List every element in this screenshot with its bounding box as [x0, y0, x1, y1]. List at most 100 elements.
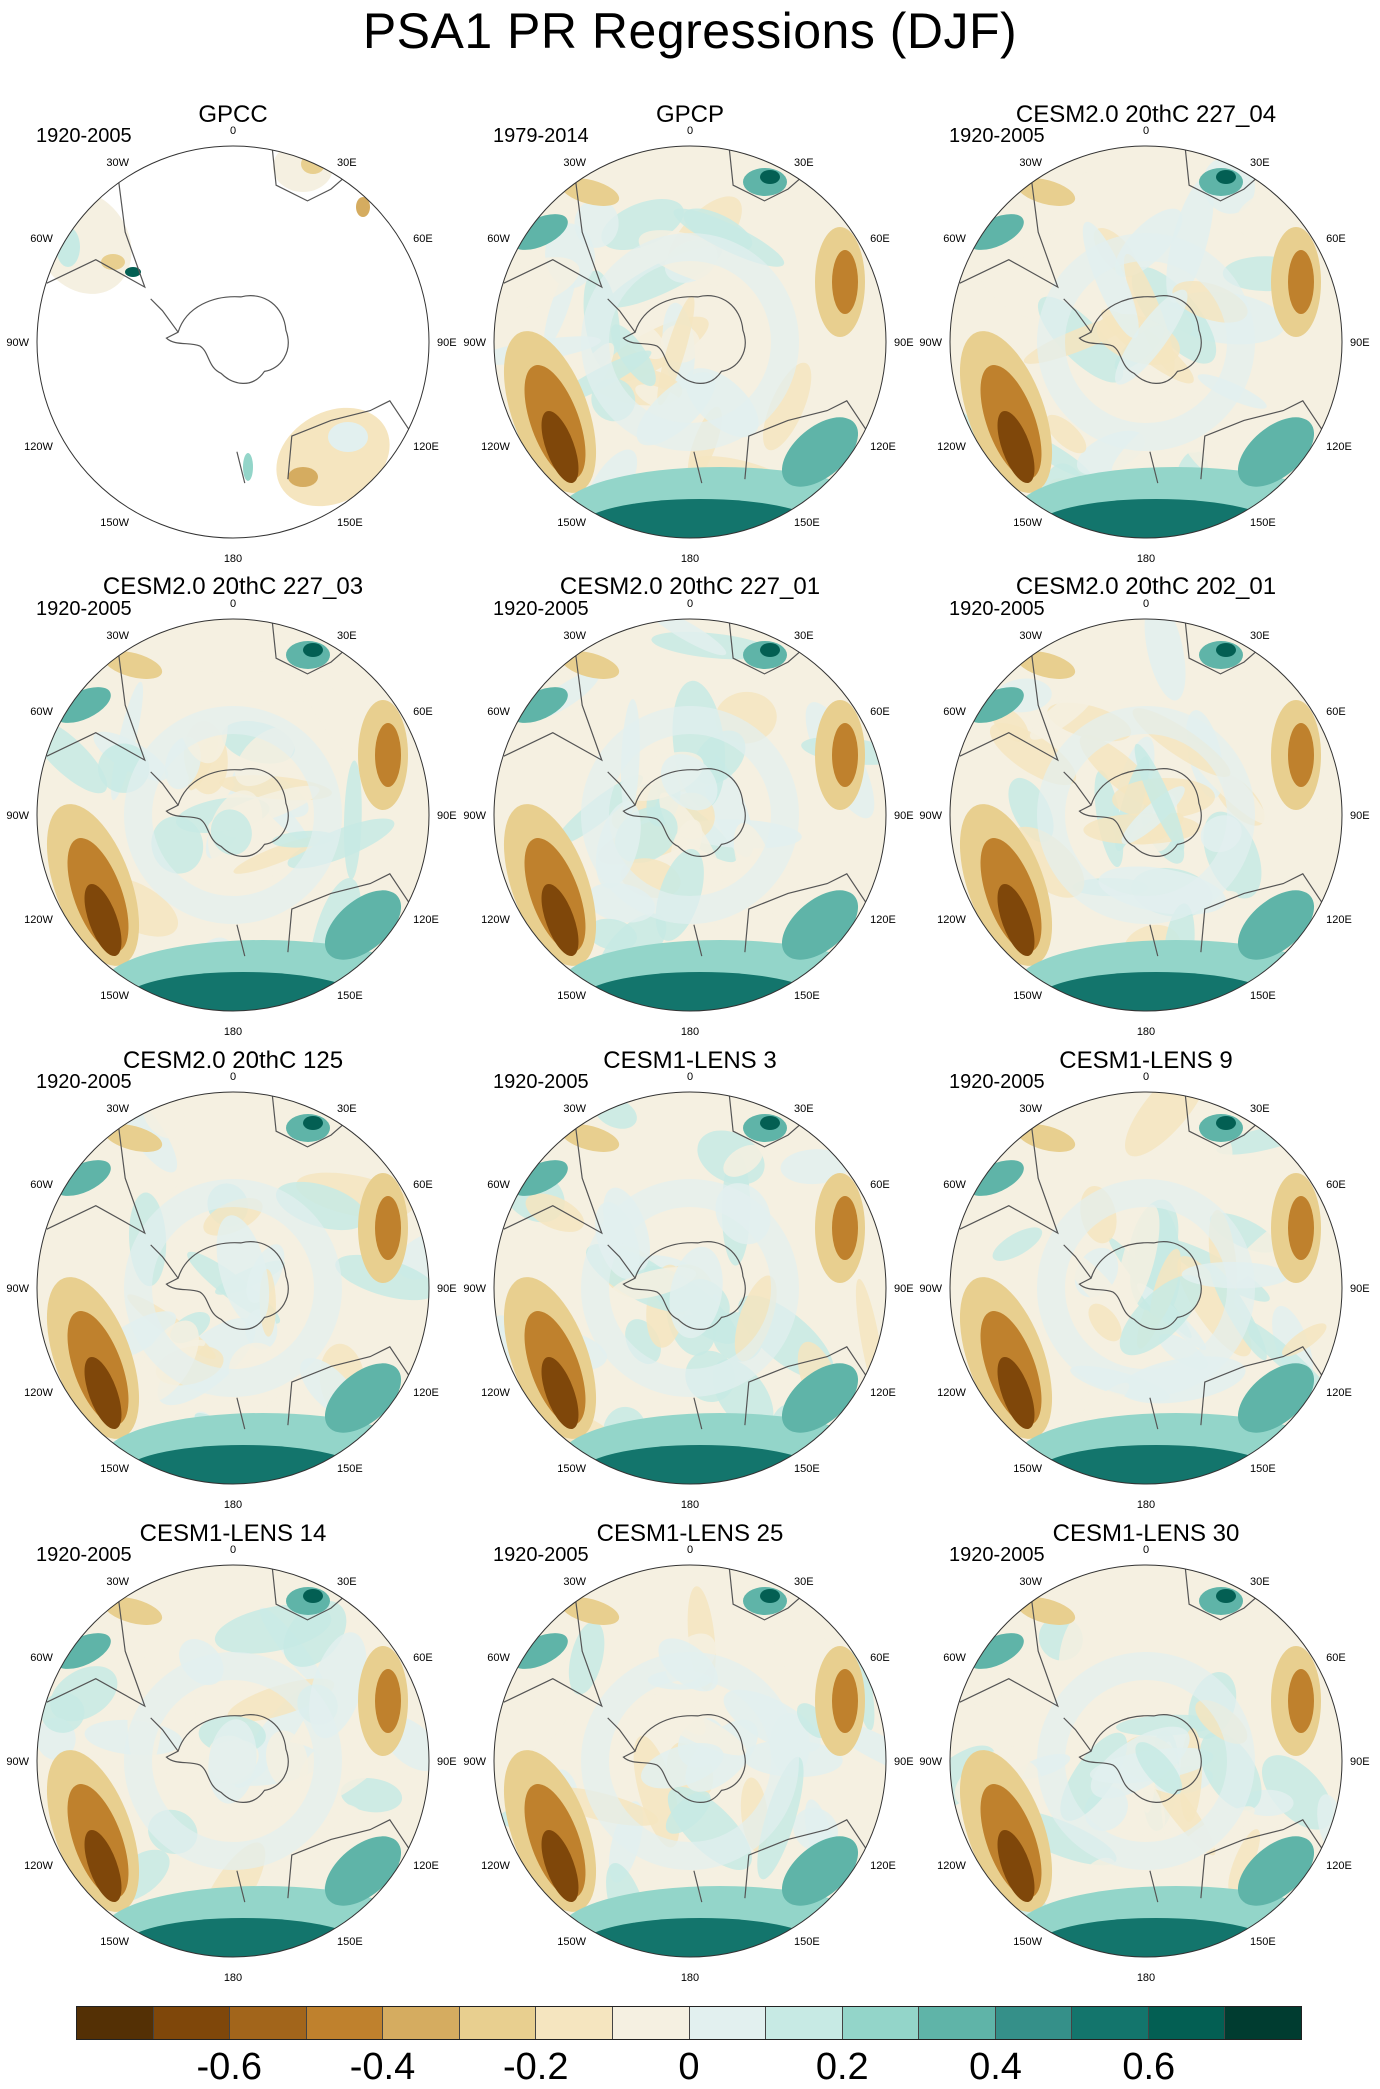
map-boundary: [493, 145, 887, 539]
longitude-label: 60W: [943, 1652, 966, 1664]
longitude-label: 150W: [1013, 1936, 1042, 1948]
longitude-label: 60W: [487, 706, 510, 718]
longitude-label: 60W: [943, 706, 966, 718]
longitude-label: 0: [1143, 598, 1149, 610]
map-boundary: [949, 145, 1343, 539]
australia-outline: [1200, 400, 1323, 480]
longitude-label: 30W: [106, 1576, 129, 1588]
longitude-label: 150E: [337, 1463, 363, 1475]
longitude-label: 120W: [937, 1387, 966, 1399]
period-label: 1920-2005: [949, 1071, 1045, 1093]
colorbar-box: [1148, 2007, 1226, 2039]
longitude-label: 90W: [919, 1283, 942, 1295]
south-america-outline: [959, 155, 1059, 289]
longitude-label: 60E: [870, 706, 890, 718]
longitude-label: 120E: [1326, 1860, 1352, 1872]
australia-outline: [744, 873, 867, 953]
longitude-label: 30E: [1250, 1576, 1270, 1588]
south-america-outline: [959, 628, 1059, 762]
longitude-label: 120W: [481, 914, 510, 926]
antarctica-outline: [622, 1241, 746, 1330]
longitude-label: 30E: [794, 1103, 814, 1115]
longitude-label: 60W: [943, 233, 966, 245]
longitude-label: 150W: [100, 517, 129, 529]
longitude-label: 120E: [413, 441, 439, 453]
longitude-label: 150W: [100, 1936, 129, 1948]
precip-field: [37, 1565, 429, 1957]
africa-outline: [1184, 147, 1261, 202]
longitude-label: 60W: [487, 233, 510, 245]
longitude-label: 120E: [413, 1387, 439, 1399]
period-label: 1979-2014: [493, 125, 589, 147]
colorbar-tick-label: -0.4: [349, 2046, 416, 2088]
longitude-label: 0: [687, 1071, 693, 1083]
south-america-outline: [503, 628, 603, 762]
colorbar-box: [689, 2007, 767, 2039]
longitude-label: 150E: [794, 990, 820, 1002]
longitude-label: 0: [687, 125, 693, 137]
longitude-label: 90E: [1350, 1756, 1370, 1768]
antarctica-outline: [165, 295, 289, 384]
longitude-label: 30E: [1250, 1103, 1270, 1115]
longitude-label: 90E: [437, 1756, 457, 1768]
longitude-label: 120E: [413, 914, 439, 926]
panel-title: CESM1-LENS 9: [1059, 1047, 1232, 1074]
longitude-label: 30W: [563, 1103, 586, 1115]
longitude-label: 60W: [30, 706, 53, 718]
longitude-label: 60E: [1326, 706, 1346, 718]
map-boundary: [36, 1091, 430, 1485]
longitude-label: 150E: [1250, 990, 1276, 1002]
south-america-outline: [46, 1574, 146, 1708]
africa-outline: [271, 1093, 348, 1148]
longitude-label: 180: [224, 553, 242, 565]
australia-outline: [1200, 873, 1323, 953]
australia-outline: [744, 1819, 867, 1899]
map-panel: CESM1-LENS 25 1920-2005 0 30E 60E 90E 120E 150E…: [463, 1520, 914, 1984]
colorbar-tick-label: 0.4: [969, 2046, 1022, 2088]
longitude-label: 120W: [937, 914, 966, 926]
longitude-label: 150W: [557, 990, 586, 1002]
longitude-label: 180: [681, 553, 699, 565]
period-label: 1920-2005: [36, 1544, 132, 1566]
longitude-label: 90E: [437, 337, 457, 349]
longitude-label: 60W: [943, 1179, 966, 1191]
longitude-label: 120E: [870, 914, 896, 926]
longitude-label: 30W: [563, 1576, 586, 1588]
antarctica-outline: [1078, 1714, 1202, 1803]
antarctica-outline: [622, 1714, 746, 1803]
panel-title: GPCP: [656, 101, 724, 128]
australia-outline: [744, 400, 867, 480]
longitude-label: 180: [1137, 1972, 1155, 1984]
map-boundary: [36, 618, 430, 1012]
africa-outline: [728, 147, 805, 202]
colorbar-box: [77, 2007, 154, 2039]
panel-title: CESM2.0 20thC 227_04: [1016, 101, 1276, 128]
longitude-label: 120E: [1326, 914, 1352, 926]
longitude-label: 180: [681, 1972, 699, 1984]
precip-field: [950, 1092, 1342, 1484]
precip-field: [950, 1565, 1342, 1957]
longitude-label: 150E: [794, 1936, 820, 1948]
period-label: 1920-2005: [949, 125, 1045, 147]
longitude-label: 90E: [894, 810, 914, 822]
africa-outline: [728, 620, 805, 675]
longitude-label: 120E: [870, 441, 896, 453]
longitude-label: 60E: [413, 706, 433, 718]
map-panels: GPCC 1920-2005 0 30E 60E 90E 120E 150E 180 150W 12…: [6, 101, 1370, 1984]
precip-field: [494, 146, 886, 538]
period-label: 1920-2005: [36, 125, 132, 147]
longitude-label: 150E: [794, 517, 820, 529]
longitude-label: 120W: [24, 441, 53, 453]
longitude-label: 90W: [463, 1756, 486, 1768]
longitude-label: 60W: [487, 1179, 510, 1191]
longitude-label: 90E: [894, 1756, 914, 1768]
longitude-label: 180: [1137, 1499, 1155, 1511]
precip-field: [950, 146, 1342, 538]
precip-field: [494, 1565, 886, 1957]
map-panel: CESM1-LENS 9 1920-2005 0 30E 60E 90E 120E 150E 1…: [919, 1047, 1369, 1511]
longitude-label: 90W: [6, 337, 29, 349]
longitude-label: 30W: [106, 630, 129, 642]
map-boundary: [36, 145, 430, 539]
